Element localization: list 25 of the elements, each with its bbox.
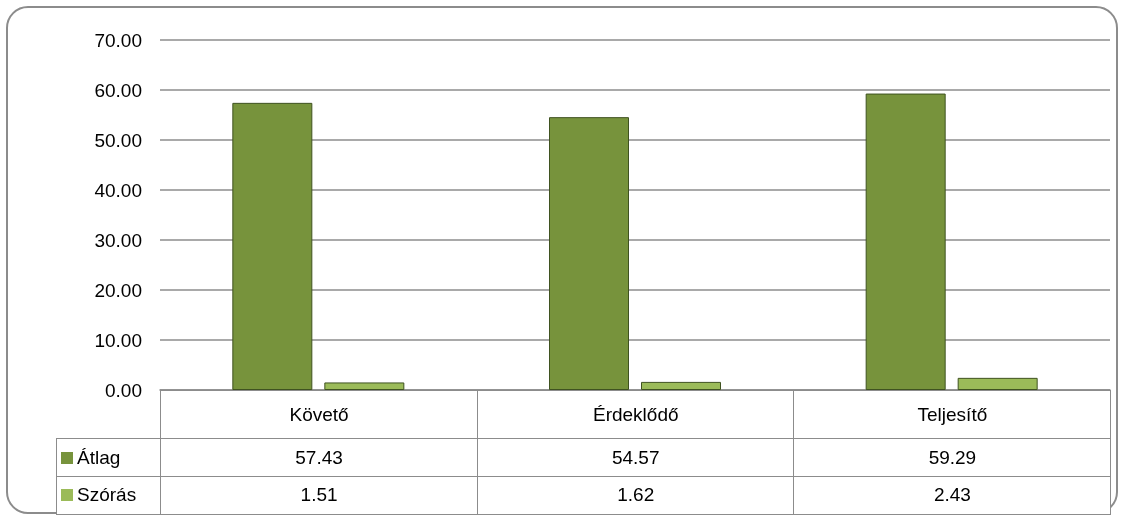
legend-label: Átlag — [76, 446, 121, 469]
bar — [232, 102, 313, 390]
data-label: 2.43 — [793, 475, 1112, 515]
x-tick-label: Követő — [160, 390, 479, 440]
y-tick-label: 0.00 — [105, 379, 142, 401]
x-tick-label: Teljesítő — [793, 390, 1112, 440]
data-label: 57.43 — [160, 438, 479, 477]
y-tick-label: 70.00 — [94, 29, 142, 51]
y-tick-label: 30.00 — [94, 229, 142, 251]
legend-label: Szórás — [76, 484, 137, 506]
bar — [324, 382, 405, 390]
y-tick-label: 50.00 — [94, 129, 142, 151]
y-tick-label: 10.00 — [94, 329, 142, 351]
data-label: 1.51 — [160, 475, 479, 515]
bar — [865, 93, 946, 390]
data-label: 54.57 — [476, 438, 795, 477]
bar — [641, 381, 721, 390]
bar — [957, 377, 1038, 390]
data-label: 1.62 — [476, 475, 795, 515]
y-tick-label: 40.00 — [94, 179, 142, 201]
data-label: 59.29 — [793, 438, 1112, 477]
x-tick-label: Érdeklődő — [476, 390, 795, 440]
y-tick-label: 60.00 — [94, 79, 142, 101]
bar — [549, 117, 629, 390]
y-tick-label: 20.00 — [94, 279, 142, 301]
